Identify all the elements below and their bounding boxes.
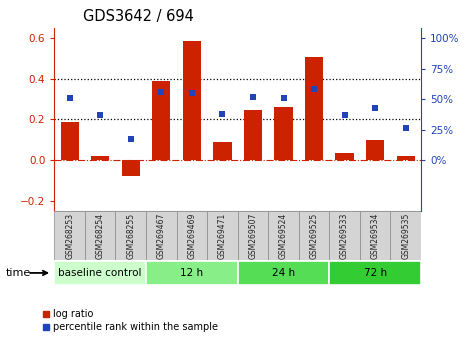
Bar [244, 110, 262, 160]
Point [310, 87, 318, 92]
Point [188, 90, 196, 96]
Bar [329, 261, 421, 285]
Text: GSM269469: GSM269469 [187, 212, 196, 259]
Text: GSM268254: GSM268254 [96, 213, 105, 259]
Bar [360, 211, 390, 260]
Text: GSM269534: GSM269534 [371, 212, 380, 259]
Text: 24 h: 24 h [272, 268, 295, 278]
Bar [207, 211, 237, 260]
Text: GDS3642 / 694: GDS3642 / 694 [83, 9, 193, 24]
Text: time: time [6, 268, 31, 278]
Bar [176, 211, 207, 260]
Legend: log ratio, percentile rank within the sample: log ratio, percentile rank within the sa… [43, 309, 219, 332]
Text: 12 h: 12 h [180, 268, 203, 278]
Point [96, 112, 104, 118]
Bar [237, 261, 329, 285]
Bar [54, 211, 85, 260]
Point [249, 94, 257, 99]
Bar [146, 261, 237, 285]
Text: GSM269525: GSM269525 [309, 213, 318, 259]
Text: GSM269471: GSM269471 [218, 213, 227, 259]
Text: GSM269535: GSM269535 [401, 212, 410, 259]
Point [280, 95, 287, 101]
Bar [366, 140, 384, 160]
Bar [61, 121, 79, 160]
Bar [146, 211, 176, 260]
Text: 72 h: 72 h [364, 268, 387, 278]
Bar [329, 211, 360, 260]
Text: GSM269524: GSM269524 [279, 213, 288, 259]
Text: GSM268255: GSM268255 [126, 213, 135, 259]
Text: GSM269507: GSM269507 [248, 212, 257, 259]
Bar [122, 160, 140, 176]
Text: baseline control: baseline control [59, 268, 142, 278]
Point [66, 95, 73, 101]
Point [158, 89, 165, 95]
Bar [390, 211, 421, 260]
Point [341, 112, 349, 118]
Bar [91, 156, 109, 160]
Text: GSM269533: GSM269533 [340, 212, 349, 259]
Bar [268, 211, 299, 260]
Point [371, 105, 379, 110]
Bar [115, 211, 146, 260]
Bar [213, 142, 232, 160]
Bar [396, 156, 415, 160]
Bar [305, 57, 323, 160]
Point [219, 111, 226, 116]
Bar [299, 211, 329, 260]
Bar [54, 261, 146, 285]
Bar [335, 153, 354, 160]
Bar [183, 41, 201, 160]
Text: GSM268253: GSM268253 [65, 213, 74, 259]
Text: GSM269467: GSM269467 [157, 212, 166, 259]
Bar [152, 81, 170, 160]
Bar [274, 107, 293, 160]
Point [127, 137, 134, 142]
Bar [237, 211, 268, 260]
Bar [85, 211, 115, 260]
Point [402, 126, 410, 131]
